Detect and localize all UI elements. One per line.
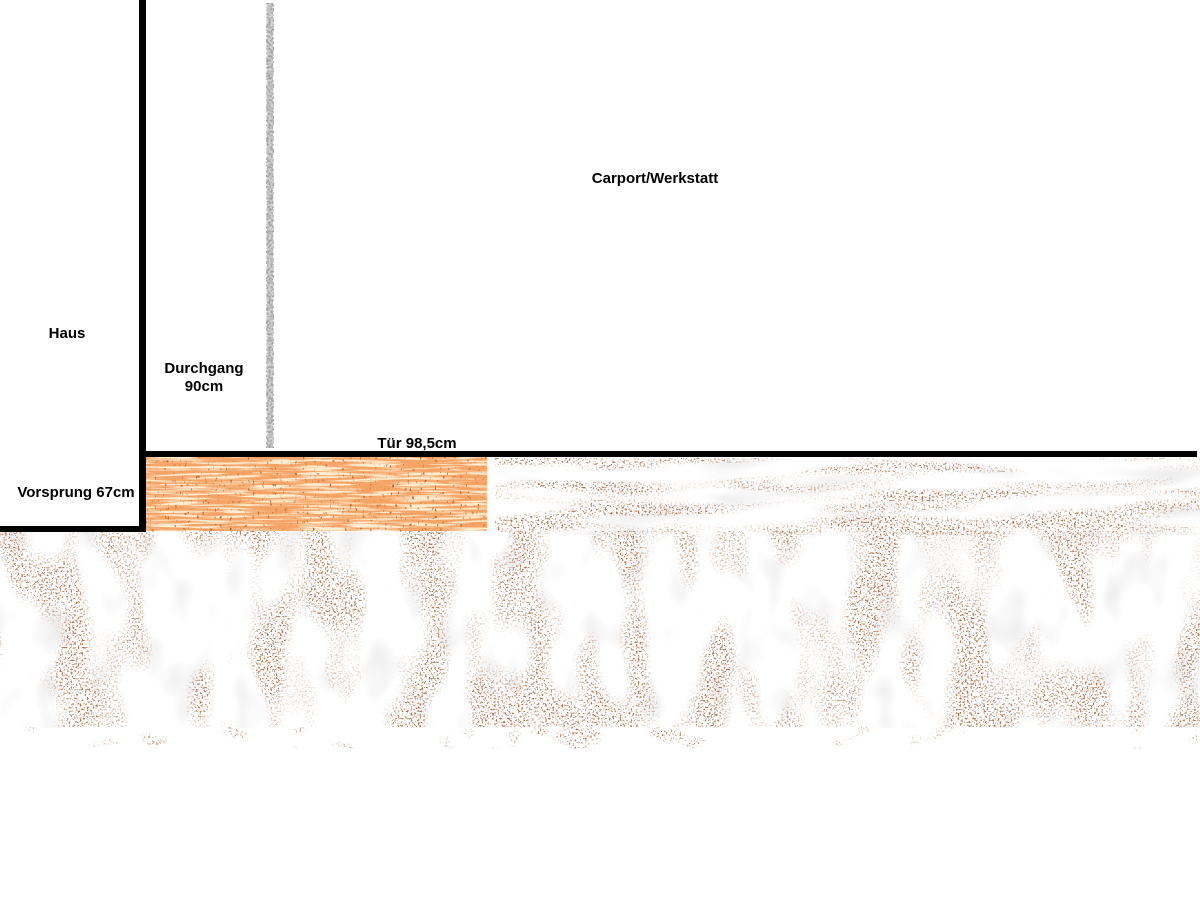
gravel-speckle-band: [495, 458, 1200, 535]
gravel-speckle-row: [0, 727, 1200, 749]
gravel-speckle-field: [0, 531, 1200, 727]
durchgang-label: Durchgang 90cm: [164, 360, 243, 396]
durchgang-label-line2: 90cm: [184, 378, 224, 395]
vorsprung-board: [143, 457, 487, 531]
tuer-label: Tür 98,5cm: [377, 435, 457, 452]
carport-werkstatt-label: Carport/Werkstatt: [591, 170, 719, 187]
haus-wall-vertical: [139, 0, 146, 532]
haus-wall-bottom: [0, 526, 146, 532]
durchgang-label-line1: Durchgang: [164, 360, 244, 377]
paver-patches-band: [495, 458, 1200, 535]
haus-label: Haus: [48, 325, 86, 342]
durchgang-passage-line: [267, 3, 273, 448]
paver-patches-field: [0, 532, 1200, 728]
carport-wall-horizontal: [143, 451, 1197, 457]
vorsprung-label: Vorsprung 67cm: [17, 484, 135, 501]
